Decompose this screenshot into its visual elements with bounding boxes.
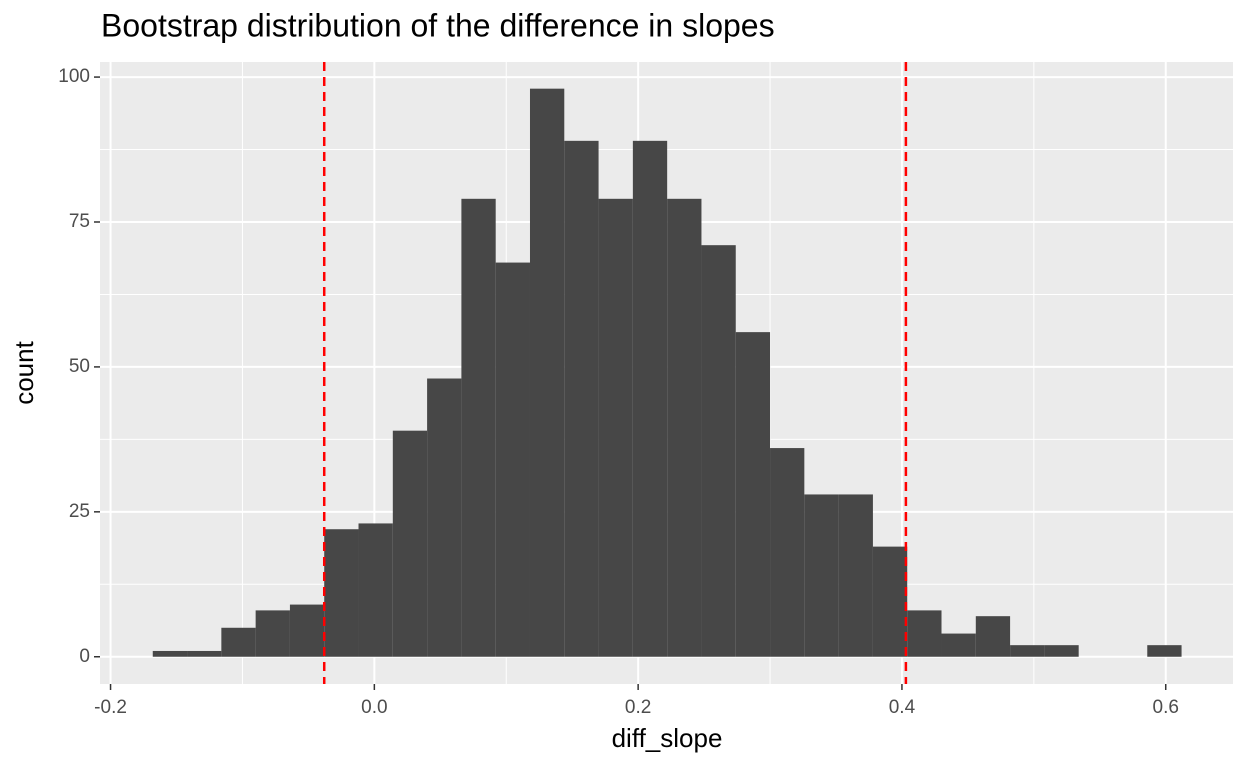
y-tick-label: 50: [69, 356, 90, 377]
bar: [324, 529, 359, 657]
bar: [152, 650, 188, 657]
bar: [392, 430, 428, 657]
bar: [187, 650, 222, 657]
bar: [598, 198, 633, 657]
y-axis-label: count: [9, 340, 39, 404]
x-tick-label: -0.2: [94, 697, 127, 718]
bar: [1010, 645, 1045, 657]
chart-title: Bootstrap distribution of the difference…: [101, 7, 775, 43]
bar: [495, 262, 530, 657]
bar: [872, 546, 908, 657]
x-tick-label: 0.6: [1153, 697, 1179, 718]
x-tick-label: 0.2: [625, 697, 651, 718]
y-tick-label: 75: [69, 211, 90, 232]
y-tick-label: 0: [79, 646, 90, 667]
bar: [358, 523, 393, 657]
bar: [770, 448, 805, 657]
bar: [255, 610, 290, 657]
bar: [427, 378, 462, 657]
bar: [667, 198, 702, 657]
bar: [1044, 645, 1079, 657]
x-axis-label: diff_slope: [612, 723, 723, 753]
bar: [735, 332, 771, 657]
bar: [632, 140, 668, 657]
bar: [289, 604, 325, 657]
bar: [838, 494, 873, 657]
bar: [529, 88, 565, 657]
x-tick-label: 0.4: [889, 697, 916, 718]
bar: [564, 140, 599, 657]
x-tick-label: 0.0: [361, 697, 387, 718]
bar: [1147, 645, 1182, 657]
bar: [907, 610, 942, 657]
bar: [701, 245, 736, 657]
bar: [975, 616, 1011, 657]
y-tick-label: 100: [58, 66, 90, 87]
bar: [221, 627, 256, 657]
bar: [804, 494, 839, 657]
bar: [941, 633, 976, 657]
y-tick-label: 25: [69, 501, 90, 522]
bar: [461, 198, 496, 657]
